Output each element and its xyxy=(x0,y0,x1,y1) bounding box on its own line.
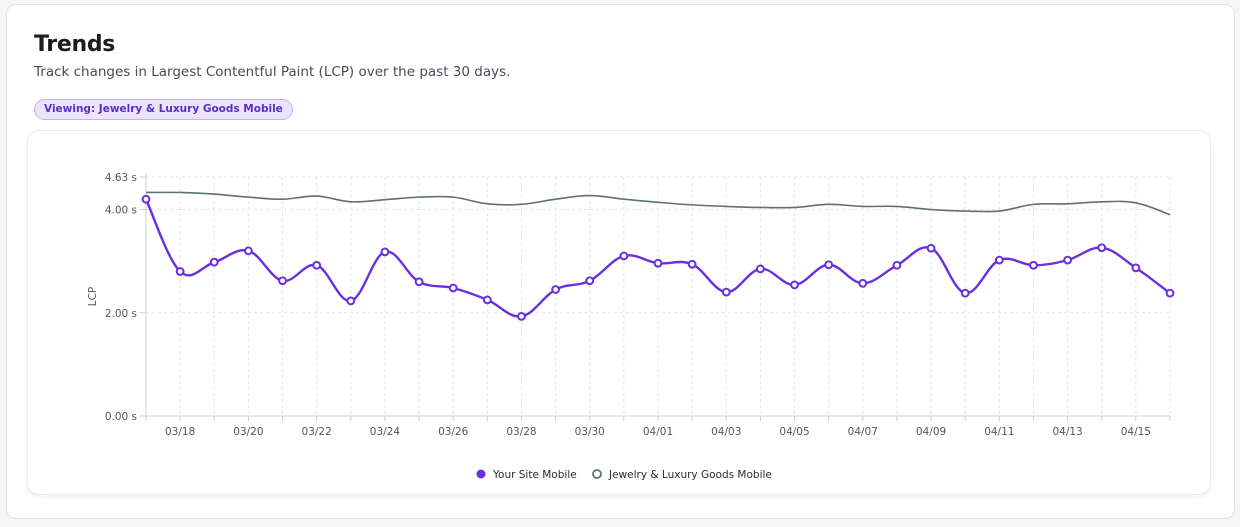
site-data-point[interactable] xyxy=(858,278,868,288)
site-data-point[interactable] xyxy=(1131,263,1141,273)
legend-benchmark-label[interactable]: Jewelry & Luxury Goods Mobile xyxy=(608,469,772,481)
site-data-point[interactable] xyxy=(448,283,458,293)
site-data-point[interactable] xyxy=(1165,288,1175,298)
site-data-point[interactable] xyxy=(380,247,390,257)
site-data-point[interactable] xyxy=(960,288,970,298)
site-data-point[interactable] xyxy=(312,260,322,270)
x-tick-label: 04/01 xyxy=(643,426,673,438)
x-tick-label: 03/22 xyxy=(302,426,332,438)
y-tick-label: 4.00 s xyxy=(105,205,137,217)
site-data-point[interactable] xyxy=(721,287,731,297)
x-tick-label: 03/18 xyxy=(165,426,195,438)
viewing-badge[interactable]: Viewing: Jewelry & Luxury Goods Mobile xyxy=(34,99,293,120)
legend-site-label[interactable]: Your Site Mobile xyxy=(492,469,577,481)
y-axis-title: LCP xyxy=(87,287,99,307)
site-data-point[interactable] xyxy=(585,276,595,286)
x-tick-label: 03/24 xyxy=(370,426,401,438)
legend-benchmark-marker[interactable] xyxy=(592,469,602,479)
x-tick-label: 04/15 xyxy=(1121,426,1151,438)
site-data-point[interactable] xyxy=(653,258,663,268)
site-data-point[interactable] xyxy=(790,280,799,290)
x-tick-label: 04/05 xyxy=(779,426,809,438)
benchmark-series-line xyxy=(145,191,1171,216)
page-subtitle: Track changes in Largest Contentful Pain… xyxy=(34,64,511,80)
site-data-point[interactable] xyxy=(824,260,834,270)
y-tick-label: 2.00 s xyxy=(105,308,137,320)
x-tick-label: 03/28 xyxy=(506,426,536,438)
x-tick-label: 04/11 xyxy=(984,426,1014,438)
site-data-point[interactable] xyxy=(551,285,560,294)
site-data-point[interactable] xyxy=(756,264,765,274)
x-tick-label: 04/03 xyxy=(711,426,741,438)
site-data-point[interactable] xyxy=(175,267,185,276)
x-tick-label: 04/07 xyxy=(848,426,878,438)
site-data-point[interactable] xyxy=(209,257,219,267)
site-data-point[interactable] xyxy=(244,246,253,256)
x-tick-label: 03/26 xyxy=(438,426,469,438)
site-data-point[interactable] xyxy=(619,251,629,261)
chart-card: 0.00 s 2.00 s 4.00 s 4.63 s 03/18 03/20 03/22 0… xyxy=(27,130,1211,495)
site-data-point[interactable] xyxy=(1063,255,1072,265)
site-data-point[interactable] xyxy=(141,194,151,204)
site-data-point[interactable] xyxy=(1029,260,1038,270)
site-data-point[interactable] xyxy=(278,276,287,286)
site-data-point[interactable] xyxy=(994,255,1004,265)
x-tick-label: 03/30 xyxy=(575,426,605,438)
legend-site-marker[interactable] xyxy=(476,469,486,479)
lcp-line-chart: 0.00 s 2.00 s 4.00 s 4.63 s 03/18 03/20 03/22 0… xyxy=(87,172,1175,481)
site-data-point[interactable] xyxy=(926,243,936,253)
x-tick-label: 04/09 xyxy=(916,426,946,438)
site-data-point[interactable] xyxy=(346,296,356,306)
site-data-point[interactable] xyxy=(1097,243,1107,253)
page-title: Trends xyxy=(34,32,116,57)
y-tick-label: 4.63 s xyxy=(105,172,137,184)
site-data-point[interactable] xyxy=(482,295,492,305)
x-tick-label: 04/13 xyxy=(1052,426,1082,438)
x-tick-label: 03/20 xyxy=(233,426,263,438)
site-data-point[interactable] xyxy=(892,260,902,270)
site-data-point[interactable] xyxy=(687,259,697,269)
site-data-point[interactable] xyxy=(414,277,424,287)
site-data-point[interactable] xyxy=(517,311,526,321)
y-tick-label: 0.00 s xyxy=(105,411,137,423)
